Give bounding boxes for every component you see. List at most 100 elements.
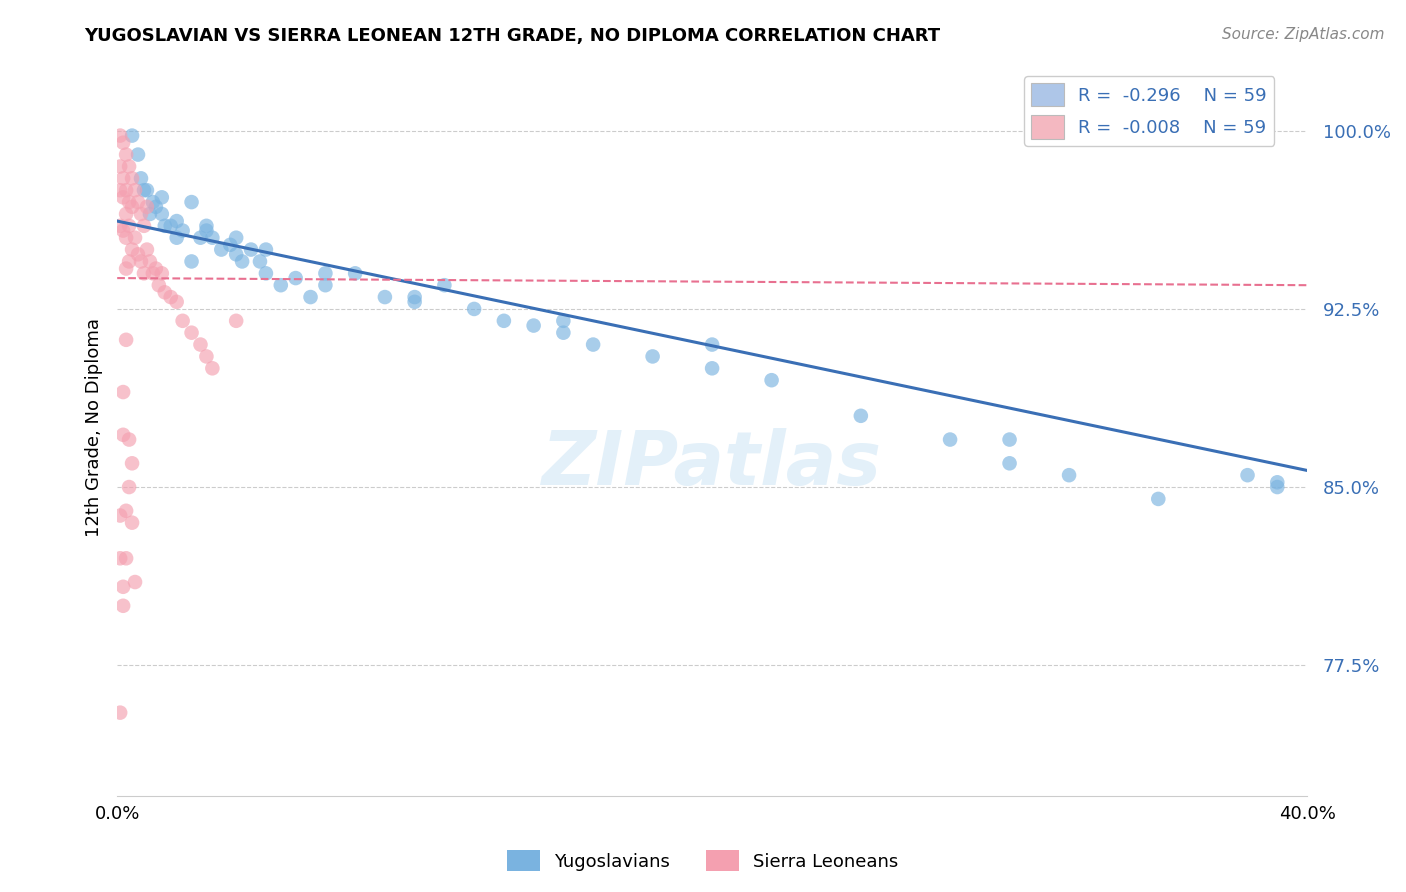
Point — [153, 219, 176, 233]
Point — [145, 261, 167, 276]
Point — [201, 230, 224, 244]
Point — [112, 385, 135, 400]
Point — [115, 183, 138, 197]
Point — [112, 599, 135, 613]
Point — [159, 290, 181, 304]
Point — [136, 200, 159, 214]
Point — [115, 230, 138, 244]
Text: ZIPatlas: ZIPatlas — [543, 428, 882, 501]
Point — [463, 301, 485, 316]
Point — [115, 333, 138, 347]
Point — [209, 243, 232, 257]
Point — [180, 254, 202, 268]
Point — [121, 200, 143, 214]
Point — [139, 207, 162, 221]
Point — [404, 294, 426, 309]
Point — [108, 551, 131, 566]
Point — [142, 195, 165, 210]
Point — [129, 171, 152, 186]
Point — [121, 456, 143, 470]
Point — [150, 266, 173, 280]
Point — [195, 219, 218, 233]
Point — [240, 243, 263, 257]
Point — [115, 504, 138, 518]
Point — [1265, 475, 1288, 490]
Point — [374, 290, 396, 304]
Legend: Yugoslavians, Sierra Leoneans: Yugoslavians, Sierra Leoneans — [501, 843, 905, 879]
Point — [108, 160, 131, 174]
Point — [150, 207, 173, 221]
Point — [115, 261, 138, 276]
Point — [231, 254, 253, 268]
Point — [284, 271, 307, 285]
Point — [190, 230, 212, 244]
Point — [132, 183, 155, 197]
Point — [195, 223, 218, 237]
Point — [998, 433, 1021, 447]
Point — [299, 290, 322, 304]
Point — [112, 580, 135, 594]
Text: Source: ZipAtlas.com: Source: ZipAtlas.com — [1222, 27, 1385, 42]
Point — [166, 214, 188, 228]
Point — [249, 254, 271, 268]
Point — [121, 171, 143, 186]
Point — [314, 278, 336, 293]
Point — [700, 361, 723, 376]
Point — [118, 254, 141, 268]
Point — [124, 575, 146, 590]
Point — [553, 314, 575, 328]
Point — [166, 230, 188, 244]
Point — [129, 207, 152, 221]
Point — [124, 230, 146, 244]
Legend: R =  -0.296    N = 59, R =  -0.008    N = 59: R = -0.296 N = 59, R = -0.008 N = 59 — [1024, 76, 1274, 146]
Point — [344, 266, 367, 280]
Point — [108, 219, 131, 233]
Point — [112, 136, 135, 150]
Point — [118, 195, 141, 210]
Point — [112, 223, 135, 237]
Point — [1057, 468, 1080, 483]
Point — [849, 409, 872, 423]
Point — [136, 243, 159, 257]
Point — [523, 318, 546, 333]
Point — [112, 171, 135, 186]
Point — [1236, 468, 1258, 483]
Point — [108, 508, 131, 523]
Point — [142, 266, 165, 280]
Point — [121, 516, 143, 530]
Point — [108, 128, 131, 143]
Point — [553, 326, 575, 340]
Point — [700, 337, 723, 351]
Point — [254, 266, 277, 280]
Point — [124, 183, 146, 197]
Point — [108, 706, 131, 720]
Point — [1147, 491, 1170, 506]
Point — [492, 314, 515, 328]
Point — [118, 480, 141, 494]
Point — [145, 200, 167, 214]
Y-axis label: 12th Grade, No Diploma: 12th Grade, No Diploma — [86, 318, 103, 537]
Point — [270, 278, 292, 293]
Point — [118, 219, 141, 233]
Point — [132, 266, 155, 280]
Point — [582, 337, 605, 351]
Point — [314, 266, 336, 280]
Point — [108, 183, 131, 197]
Point — [121, 128, 143, 143]
Point — [1265, 480, 1288, 494]
Point — [219, 237, 242, 252]
Point — [998, 456, 1021, 470]
Point — [254, 243, 277, 257]
Point — [118, 433, 141, 447]
Point — [153, 285, 176, 300]
Point — [939, 433, 962, 447]
Point — [195, 350, 218, 364]
Point — [115, 551, 138, 566]
Point — [172, 223, 194, 237]
Point — [190, 337, 212, 351]
Point — [201, 361, 224, 376]
Point — [433, 278, 456, 293]
Point — [148, 278, 170, 293]
Point — [404, 290, 426, 304]
Point — [225, 314, 247, 328]
